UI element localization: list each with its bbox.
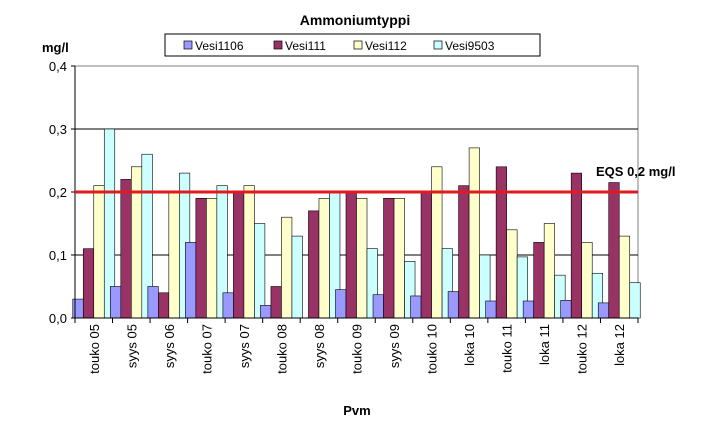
bar-vesi9503-5: [291, 235, 303, 319]
y-tick-label: 0,0: [49, 311, 67, 326]
legend-swatch-vesi112: [353, 40, 363, 50]
bar-vesi1106-8: [372, 294, 384, 319]
legend-label-vesi9503: Vesi9503: [445, 39, 495, 53]
x-tick-label: loka 11: [537, 324, 552, 365]
legend-label-vesi1106: Vesi1106: [195, 39, 244, 53]
bar-vesi1106-9: [410, 295, 422, 319]
bar-vesi111-9: [420, 191, 432, 319]
bar-vesi1106-11: [485, 300, 497, 319]
bar-vesi111-13: [570, 172, 583, 319]
legend-swatch-vesi1106: [183, 40, 193, 50]
bar-vesi111-7: [345, 191, 357, 319]
bar-vesi111-3: [195, 198, 207, 319]
x-tick-label: syys 06: [162, 324, 177, 368]
chart-title: Ammoniumtyppi: [300, 12, 410, 28]
bar-vesi111-0: [82, 248, 95, 319]
x-tick-label: touko 09: [350, 324, 365, 374]
x-tick-label: touko 05: [87, 324, 102, 374]
bar-vesi1106-4: [222, 292, 234, 319]
bar-vesi1106-0: [72, 298, 84, 319]
bar-vesi111-11: [495, 166, 507, 319]
bar-vesi112-1: [131, 166, 143, 319]
bar-vesi111-12: [533, 242, 545, 319]
legend-box: [164, 33, 541, 57]
y-tick-label: 0,3: [49, 122, 67, 137]
bar-vesi112-0: [93, 185, 105, 319]
bar-vesi112-6: [318, 198, 330, 319]
bar-vesi111-14: [608, 182, 620, 319]
x-tick-label: touko 08: [274, 324, 289, 374]
legend-label-vesi112: Vesi112: [365, 39, 407, 53]
x-tick-label: syys 05: [124, 324, 139, 368]
legend-swatch-vesi9503: [433, 40, 443, 50]
bar-vesi112-13: [581, 242, 593, 319]
bar-vesi111-10: [458, 185, 470, 319]
x-tick-label: touko 07: [199, 324, 214, 374]
y-tick-label: 0,2: [49, 185, 67, 200]
bar-vesi112-14: [618, 235, 631, 319]
bar-vesi112-10: [468, 147, 480, 319]
bar-vesi1106-13: [560, 300, 572, 319]
x-tick-label: touko 11: [500, 324, 515, 373]
bar-vesi112-11: [506, 229, 518, 319]
x-tick-label: syys 09: [387, 324, 402, 368]
bar-vesi1106-1: [110, 286, 122, 319]
bar-vesi1106-2: [147, 286, 159, 319]
bar-vesi111-1: [120, 179, 132, 319]
bar-vesi1106-12: [522, 300, 534, 319]
bar-vesi9503-14: [629, 282, 641, 319]
legend-swatch-vesi111: [273, 40, 283, 50]
bar-vesi112-7: [356, 198, 368, 319]
y-tick-label: 0,1: [49, 248, 67, 263]
bar-vesi1106-3: [185, 242, 197, 319]
bar-vesi1106-10: [447, 291, 459, 319]
x-axis-label: Pvm: [343, 403, 370, 418]
x-tick-label: touko 10: [425, 324, 440, 374]
bar-vesi1106-14: [597, 302, 610, 319]
legend: Vesi1106 Vesi111 Vesi112 Vesi9503: [164, 33, 541, 57]
bar-vesi111-8: [383, 198, 395, 319]
y-axis-label: mg/l: [42, 40, 69, 55]
x-tick-label: loka 10: [462, 324, 477, 366]
x-tick-label: touko 12: [575, 324, 590, 374]
y-tick-labels: 0,0 0,1 0,2 0,3 0,4: [49, 59, 67, 326]
bar-vesi112-2: [168, 191, 180, 319]
bar-vesi112-12: [543, 223, 555, 319]
x-tick-label: loka 12: [612, 324, 627, 366]
bar-vesi112-3: [206, 198, 218, 319]
legend-label-vesi111: Vesi111: [285, 39, 326, 53]
reference-line-group: EQS 0,2 mg/l: [75, 164, 675, 194]
bar-vesi1106-5: [260, 305, 272, 319]
x-tick-label: syys 08: [312, 324, 327, 368]
bar-vesi111-2: [158, 292, 170, 319]
bar-vesi111-6: [308, 210, 320, 319]
bar-vesi112-4: [243, 185, 255, 319]
bar-vesi112-5: [281, 216, 293, 319]
bar-vesi9503-4: [254, 223, 266, 319]
bar-vesi111-4: [233, 191, 245, 319]
bar-vesi112-9: [431, 166, 443, 319]
eqs-label: EQS 0,2 mg/l: [596, 164, 675, 179]
bars: [72, 128, 641, 319]
bar-vesi1106-7: [335, 289, 347, 319]
x-tick-label: syys 07: [237, 324, 252, 368]
y-tick-label: 0,4: [49, 59, 67, 74]
bar-vesi112-8: [393, 198, 405, 319]
bar-vesi111-5: [270, 286, 282, 319]
x-tick-labels: touko 05 syys 05 syys 06 touko 07 syys 07 tou…: [87, 324, 627, 374]
